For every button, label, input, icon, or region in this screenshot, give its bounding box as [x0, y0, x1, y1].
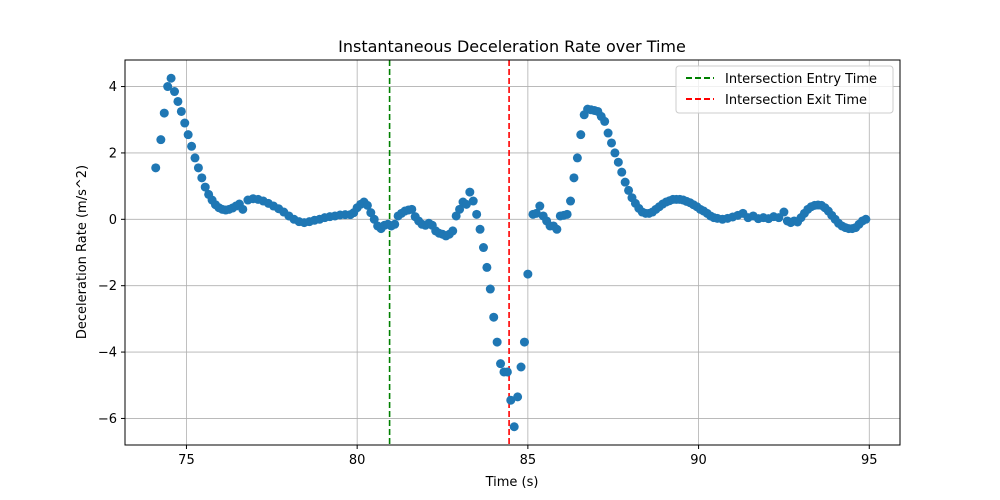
data-point	[176, 106, 186, 116]
data-point	[552, 224, 562, 234]
data-point	[407, 204, 417, 214]
x-tick-label: 75	[178, 453, 195, 468]
data-point	[482, 262, 492, 272]
data-point	[613, 157, 623, 167]
data-point	[173, 96, 183, 106]
data-point	[170, 87, 180, 97]
data-point	[448, 226, 458, 236]
data-point	[572, 153, 582, 163]
x-tick-label: 85	[520, 453, 537, 468]
y-axis-label: Deceleration Rate (m/s^2)	[75, 165, 90, 339]
data-point	[562, 209, 572, 219]
data-point	[523, 269, 533, 279]
data-point	[492, 337, 502, 347]
legend: Intersection Entry Time Intersection Exi…	[675, 65, 894, 114]
data-point	[187, 141, 197, 151]
data-point	[779, 207, 789, 217]
data-point	[362, 200, 372, 210]
data-point	[461, 199, 471, 209]
plot-frame	[124, 59, 901, 446]
data-point	[610, 148, 620, 158]
data-point	[156, 135, 166, 145]
x-tick-label: 95	[861, 453, 878, 468]
data-point	[200, 182, 210, 192]
data-point	[468, 196, 478, 206]
data-point	[369, 214, 379, 224]
data-point	[366, 208, 376, 218]
data-point	[390, 219, 400, 229]
data-point	[617, 167, 627, 177]
data-point	[535, 201, 545, 211]
data-point	[183, 130, 193, 140]
y-tick-label: −2	[98, 279, 117, 294]
data-point	[159, 108, 169, 118]
x-tick-label: 80	[349, 453, 366, 468]
scatter-points	[151, 73, 871, 432]
y-tick-label: −6	[98, 412, 117, 427]
data-point	[516, 362, 526, 372]
data-point	[472, 209, 482, 219]
x-axis-label: Time (s)	[485, 475, 539, 490]
grid	[125, 60, 900, 445]
chart-title: Instantaneous Deceleration Rate over Tim…	[338, 37, 686, 56]
data-point	[238, 204, 248, 214]
data-point	[489, 312, 499, 322]
data-point	[506, 395, 516, 405]
y-tick-label: 2	[109, 146, 117, 161]
data-point	[502, 367, 512, 377]
data-point	[519, 337, 529, 347]
data-point	[513, 392, 523, 402]
data-point	[569, 173, 579, 183]
reference-lines	[388, 60, 510, 445]
data-point	[475, 224, 485, 234]
data-point	[607, 138, 617, 148]
x-tick-label: 90	[690, 453, 707, 468]
data-point	[465, 187, 475, 197]
data-point	[451, 211, 461, 221]
y-tick-label: −4	[98, 346, 117, 361]
data-point	[566, 196, 576, 206]
data-point	[624, 185, 634, 195]
data-point	[600, 116, 610, 126]
data-point	[478, 243, 488, 253]
data-point	[166, 73, 176, 83]
legend-box	[675, 65, 894, 114]
data-point	[861, 214, 871, 224]
data-point	[197, 173, 207, 183]
y-tick-label: 0	[109, 213, 117, 228]
legend-entry-text: Intersection Entry Time	[725, 72, 877, 87]
data-point	[576, 130, 586, 140]
axis-ticks: 75 80 85 90 95 4 2 0 −2 −4 −6	[98, 80, 878, 468]
data-point	[509, 422, 519, 432]
y-tick-label: 4	[109, 80, 117, 95]
data-point	[620, 177, 630, 187]
data-point	[163, 82, 173, 92]
data-point	[496, 359, 506, 369]
data-point	[485, 284, 495, 294]
data-point	[603, 128, 613, 138]
data-point	[190, 153, 200, 163]
data-point	[180, 118, 190, 128]
data-point	[455, 204, 465, 214]
legend-entry-text: Intersection Exit Time	[725, 93, 867, 108]
data-point	[151, 163, 161, 173]
data-point	[531, 208, 541, 218]
data-point	[193, 163, 203, 173]
